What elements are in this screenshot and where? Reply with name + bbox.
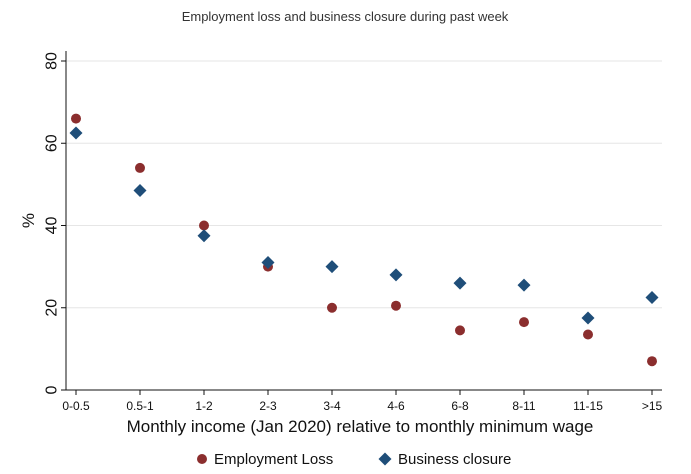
business-closure-point	[69, 126, 83, 140]
gridlines	[66, 60, 662, 309]
legend-circle-marker	[197, 454, 207, 464]
legend: Employment Loss Business closure	[197, 451, 511, 468]
business-closure-point	[261, 256, 275, 270]
y-tick-label: 40	[44, 217, 61, 235]
business-closure-point	[581, 311, 595, 325]
y-tick-label: 60	[44, 134, 61, 152]
x-axis-label: Monthly income (Jan 2020) relative to mo…	[127, 417, 594, 436]
employment-loss-point	[647, 356, 657, 367]
x-tick-label: >15	[642, 399, 663, 413]
y-axis-ticks: 0 20 40 60 80	[44, 52, 66, 394]
business-closure-point	[453, 276, 467, 290]
x-tick-label: 6-8	[451, 399, 469, 413]
x-tick-label: 8-11	[512, 399, 535, 413]
employment-loss-point	[135, 162, 145, 173]
x-tick-label: 11-15	[573, 399, 603, 413]
y-axis-label: %	[19, 213, 38, 228]
legend-diamond-marker	[378, 452, 392, 466]
x-tick-label: 1-2	[195, 399, 213, 413]
axes	[65, 51, 662, 391]
legend-label-business-closure: Business closure	[398, 451, 511, 468]
x-tick-label: 0.5-1	[126, 399, 154, 413]
y-tick-label: 0	[44, 385, 61, 394]
business-closure-point	[389, 268, 403, 282]
employment-loss-point	[519, 317, 529, 328]
employment-loss-point	[391, 300, 401, 311]
x-tick-label: 2-3	[259, 399, 277, 413]
x-tick-label: 0-0.5	[62, 399, 90, 413]
business-closure-point	[645, 290, 659, 304]
employment-loss-point	[455, 325, 465, 336]
employment-loss-point	[199, 220, 209, 231]
chart-title: Employment loss and business closure dur…	[182, 9, 509, 24]
x-tick-label: 3-4	[323, 399, 341, 413]
business-closure-point	[197, 229, 211, 243]
data-points	[69, 113, 659, 367]
business-closure-point	[133, 184, 147, 198]
employment-loss-point	[327, 302, 337, 313]
employment-loss-point	[71, 113, 81, 124]
x-axis-ticks: 0-0.5 0.5-1 1-2 2-3 3-4 4-6 6-8 8-11 11-15 >15	[62, 390, 663, 413]
x-tick-label: 4-6	[387, 399, 405, 413]
business-closure-point	[517, 278, 531, 292]
legend-label-employment-loss: Employment Loss	[214, 451, 333, 468]
y-tick-label: 20	[44, 299, 61, 317]
business-closure-point	[325, 260, 339, 274]
y-tick-label: 80	[44, 52, 61, 70]
employment-loss-point	[583, 329, 593, 340]
